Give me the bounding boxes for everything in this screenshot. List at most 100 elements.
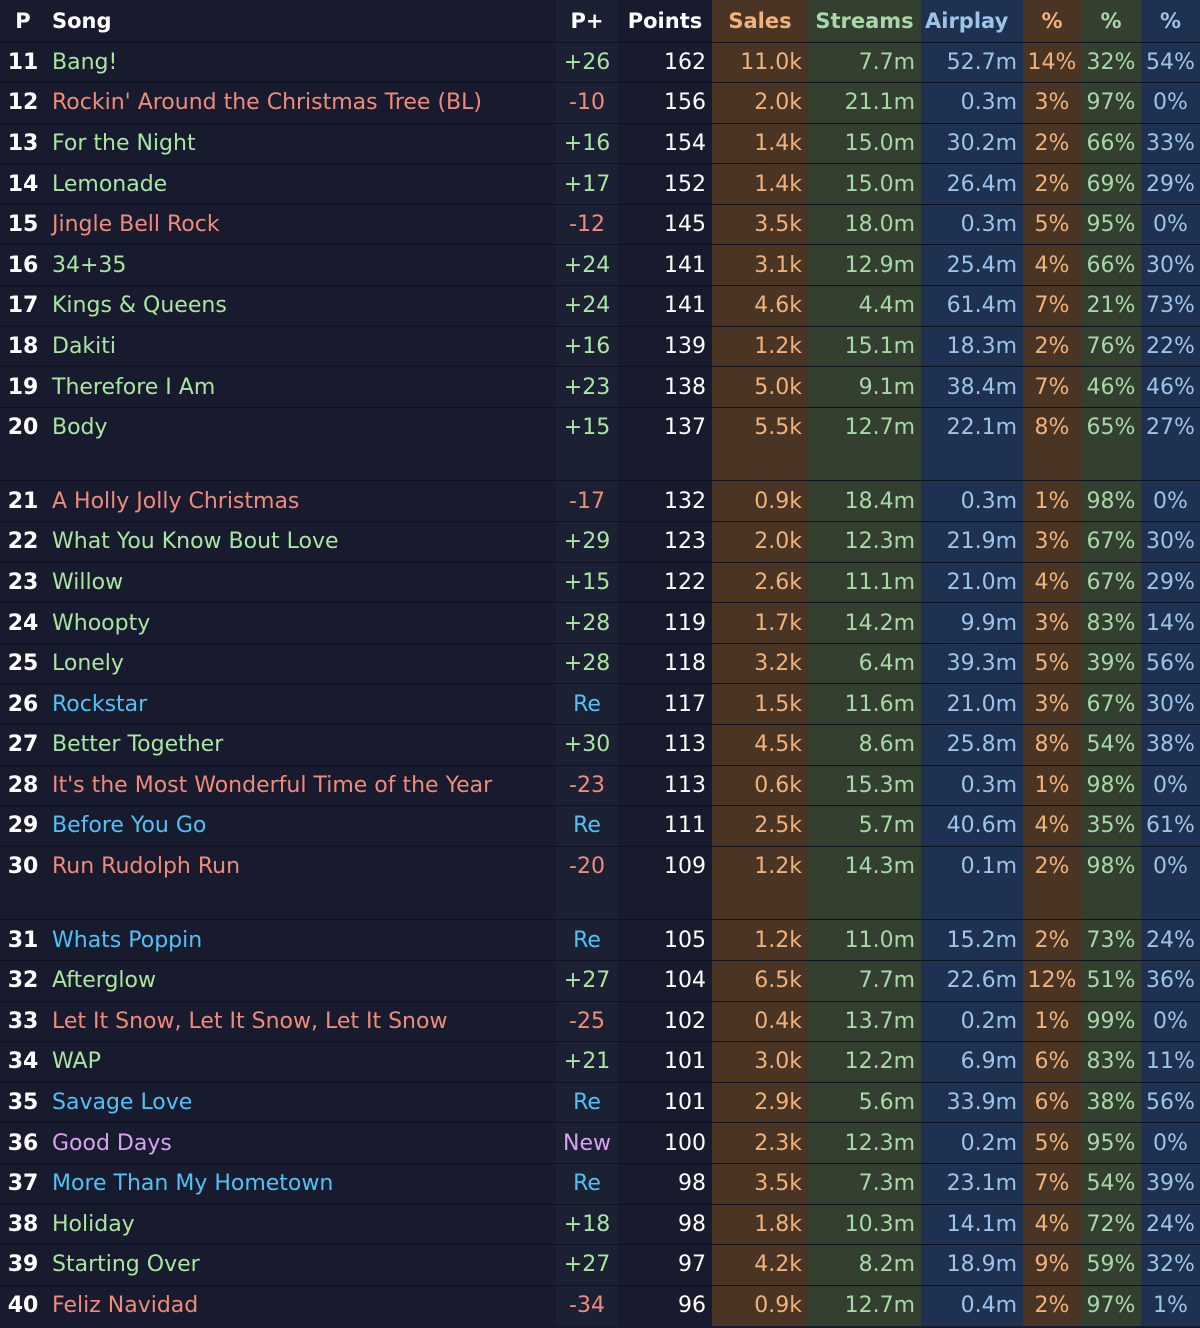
spacer-cell (808, 886, 921, 920)
row-song-title[interactable]: Dakiti (46, 325, 556, 367)
row-song-title[interactable]: 34+35 (46, 244, 556, 286)
row-song-title[interactable]: Therefore I Am (46, 366, 556, 408)
table-row[interactable]: 15 Jingle Bell Rock -12 145 3.5k 18.0m 0.3m 5% 9… (0, 203, 1200, 245)
table-row[interactable]: 30 Run Rudolph Run -20 109 1.2k 14.3m 0.1m 2% 98… (0, 845, 1200, 887)
table-row[interactable]: 35 Savage Love Re 101 2.9k 5.6m 33.9m 6% 38% 56% (0, 1081, 1200, 1123)
row-song-title[interactable]: Whoopty (46, 602, 556, 644)
table-row[interactable]: 33 Let It Snow, Let It Snow, Let It Snow -… (0, 1000, 1200, 1042)
row-song-title[interactable]: WAP (46, 1041, 556, 1083)
row-streams: 12.2m (808, 1041, 921, 1083)
row-song-title[interactable]: Afterglow (46, 959, 556, 1002)
row-airplay: 9.9m (921, 602, 1023, 644)
table-row[interactable]: 20 Body +15 137 5.5k 12.7m 22.1m 8% 65% 27% (0, 406, 1200, 448)
row-song-title[interactable]: Let It Snow, Let It Snow, Let It Snow (46, 1000, 556, 1042)
row-position: 22 (0, 521, 46, 563)
table-row[interactable]: 25 Lonely +28 118 3.2k 6.4m 39.3m 5% 39% 56% (0, 642, 1200, 684)
row-streams: 5.6m (808, 1081, 921, 1123)
row-song-title[interactable]: Whats Poppin (46, 919, 556, 961)
header-position[interactable]: P (0, 0, 46, 42)
row-song-title[interactable]: Run Rudolph Run (46, 845, 556, 887)
table-row[interactable]: 29 Before You Go Re 111 2.5k 5.7m 40.6m 4% 35% 61… (0, 805, 1200, 847)
table-row[interactable]: 32 Afterglow +27 104 6.5k 7.7m 22.6m 12% 51% 36% (0, 959, 1200, 1002)
header-airplay-percent[interactable]: % (1141, 0, 1200, 42)
table-row[interactable]: 31 Whats Poppin Re 105 1.2k 11.0m 15.2m 2% 73% 24… (0, 919, 1200, 961)
table-row[interactable]: 16 34+35 +24 141 3.1k 12.9m 25.4m 4% 66% 30% (0, 244, 1200, 286)
row-song-title[interactable]: Savage Love (46, 1081, 556, 1123)
row-song-title[interactable]: Feliz Navidad (46, 1284, 556, 1326)
row-sales: 0.4k (712, 1000, 808, 1042)
row-song-title[interactable]: Lonely (46, 642, 556, 684)
row-song-title[interactable]: Body (46, 406, 556, 448)
table-row[interactable]: 28 It's the Most Wonderful Time of the Ye… (0, 764, 1200, 806)
row-sales-percent: 2% (1023, 163, 1081, 205)
header-airplay[interactable]: Airplay (921, 0, 1023, 42)
row-position: 29 (0, 805, 46, 847)
row-song-title[interactable]: Good Days (46, 1122, 556, 1164)
table-row[interactable]: 11 Bang! +26 162 11.0k 7.7m 52.7m 14% 32% 54% (0, 41, 1200, 83)
row-song-title[interactable]: Rockstar (46, 683, 556, 725)
table-row[interactable]: 24 Whoopty +28 119 1.7k 14.2m 9.9m 3% 83% 14% (0, 602, 1200, 644)
row-streams: 15.0m (808, 163, 921, 205)
row-song-title[interactable]: For the Night (46, 122, 556, 164)
header-change[interactable]: P+ (556, 0, 618, 42)
table-row[interactable]: 13 For the Night +16 154 1.4k 15.0m 30.2m 2% 66%… (0, 122, 1200, 164)
row-song-title[interactable]: Starting Over (46, 1244, 556, 1286)
table-row[interactable]: 12 Rockin' Around the Christmas Tree (BL)… (0, 82, 1200, 124)
row-song-title[interactable]: More Than My Hometown (46, 1162, 556, 1205)
table-row[interactable]: 36 Good Days New 100 2.3k 12.3m 0.2m 5% 95% 0% (0, 1122, 1200, 1164)
table-row[interactable]: 39 Starting Over +27 97 4.2k 8.2m 18.9m 9% 59% 32… (0, 1244, 1200, 1286)
row-sales: 2.6k (712, 561, 808, 603)
table-row[interactable]: 23 Willow +15 122 2.6k 11.1m 21.0m 4% 67% 29% (0, 561, 1200, 603)
header-streams-percent[interactable]: % (1081, 0, 1141, 42)
row-song-title[interactable]: Bang! (46, 41, 556, 83)
row-streams-percent: 76% (1081, 325, 1141, 367)
row-points: 145 (618, 203, 712, 245)
table-row[interactable]: 14 Lemonade +17 152 1.4k 15.0m 26.4m 2% 69% 29% (0, 163, 1200, 205)
row-song-title[interactable]: A Holly Jolly Christmas (46, 480, 556, 522)
group-spacer (0, 886, 1200, 920)
row-airplay: 22.1m (921, 406, 1023, 448)
table-row[interactable]: 37 More Than My Hometown Re 98 3.5k 7.3m 23.1m… (0, 1162, 1200, 1205)
row-song-title[interactable]: Willow (46, 561, 556, 603)
row-sales-percent: 7% (1023, 1162, 1081, 1205)
spacer-cell (1141, 886, 1200, 920)
table-row[interactable]: 40 Feliz Navidad -34 96 0.9k 12.7m 0.4m 2% 97% 1% (0, 1284, 1200, 1326)
row-position: 15 (0, 203, 46, 245)
table-row[interactable]: 34 WAP +21 101 3.0k 12.2m 6.9m 6% 83% 11% (0, 1041, 1200, 1083)
table-row[interactable]: 18 Dakiti +16 139 1.2k 15.1m 18.3m 2% 76% 22% (0, 325, 1200, 367)
header-sales[interactable]: Sales (712, 0, 808, 42)
row-sales: 3.2k (712, 642, 808, 684)
row-song-title[interactable]: Rockin' Around the Christmas Tree (BL) (46, 82, 556, 124)
table-row[interactable]: 17 Kings & Queens +24 141 4.6k 4.4m 61.4m 7% 21%… (0, 285, 1200, 327)
row-sales-percent: 2% (1023, 1284, 1081, 1326)
row-position-change: Re (556, 919, 618, 961)
row-airplay-percent: 11% (1141, 1041, 1200, 1083)
table-row[interactable]: 38 Holiday +18 98 1.8k 10.3m 14.1m 4% 72% 24% (0, 1203, 1200, 1245)
table-row[interactable]: 27 Better Together +30 113 4.5k 8.6m 25.8m 8% 54… (0, 724, 1200, 766)
header-streams[interactable]: Streams (808, 0, 921, 42)
header-song[interactable]: Song (46, 0, 556, 42)
row-song-title[interactable]: Holiday (46, 1203, 556, 1245)
row-streams: 7.3m (808, 1162, 921, 1205)
row-song-title[interactable]: Kings & Queens (46, 285, 556, 327)
row-streams-percent: 54% (1081, 1162, 1141, 1205)
row-song-title[interactable]: Better Together (46, 724, 556, 766)
row-airplay: 38.4m (921, 366, 1023, 408)
table-row[interactable]: 26 Rockstar Re 117 1.5k 11.6m 21.0m 3% 67% 30% (0, 683, 1200, 725)
row-song-title[interactable]: Jingle Bell Rock (46, 203, 556, 245)
table-row[interactable]: 19 Therefore I Am +23 138 5.0k 9.1m 38.4m 7% 46%… (0, 366, 1200, 408)
row-song-title[interactable]: Before You Go (46, 805, 556, 847)
row-song-title[interactable]: What You Know Bout Love (46, 521, 556, 563)
table-row[interactable]: 22 What You Know Bout Love +29 123 2.0k 12.3m… (0, 521, 1200, 563)
row-sales-percent: 5% (1023, 1122, 1081, 1164)
header-sales-percent[interactable]: % (1023, 0, 1081, 42)
row-airplay-percent: 30% (1141, 244, 1200, 286)
row-song-title[interactable]: It's the Most Wonderful Time of the Year (46, 764, 556, 806)
chart-body: 11 Bang! +26 162 11.0k 7.7m 52.7m 14% 32% 54% 12 Ro… (0, 41, 1200, 1326)
row-position-change: Re (556, 1081, 618, 1123)
row-streams-percent: 97% (1081, 1284, 1141, 1326)
header-points[interactable]: Points (618, 0, 712, 42)
table-row[interactable]: 21 A Holly Jolly Christmas -17 132 0.9k 18.4m… (0, 480, 1200, 522)
row-points: 109 (618, 845, 712, 887)
row-song-title[interactable]: Lemonade (46, 163, 556, 205)
